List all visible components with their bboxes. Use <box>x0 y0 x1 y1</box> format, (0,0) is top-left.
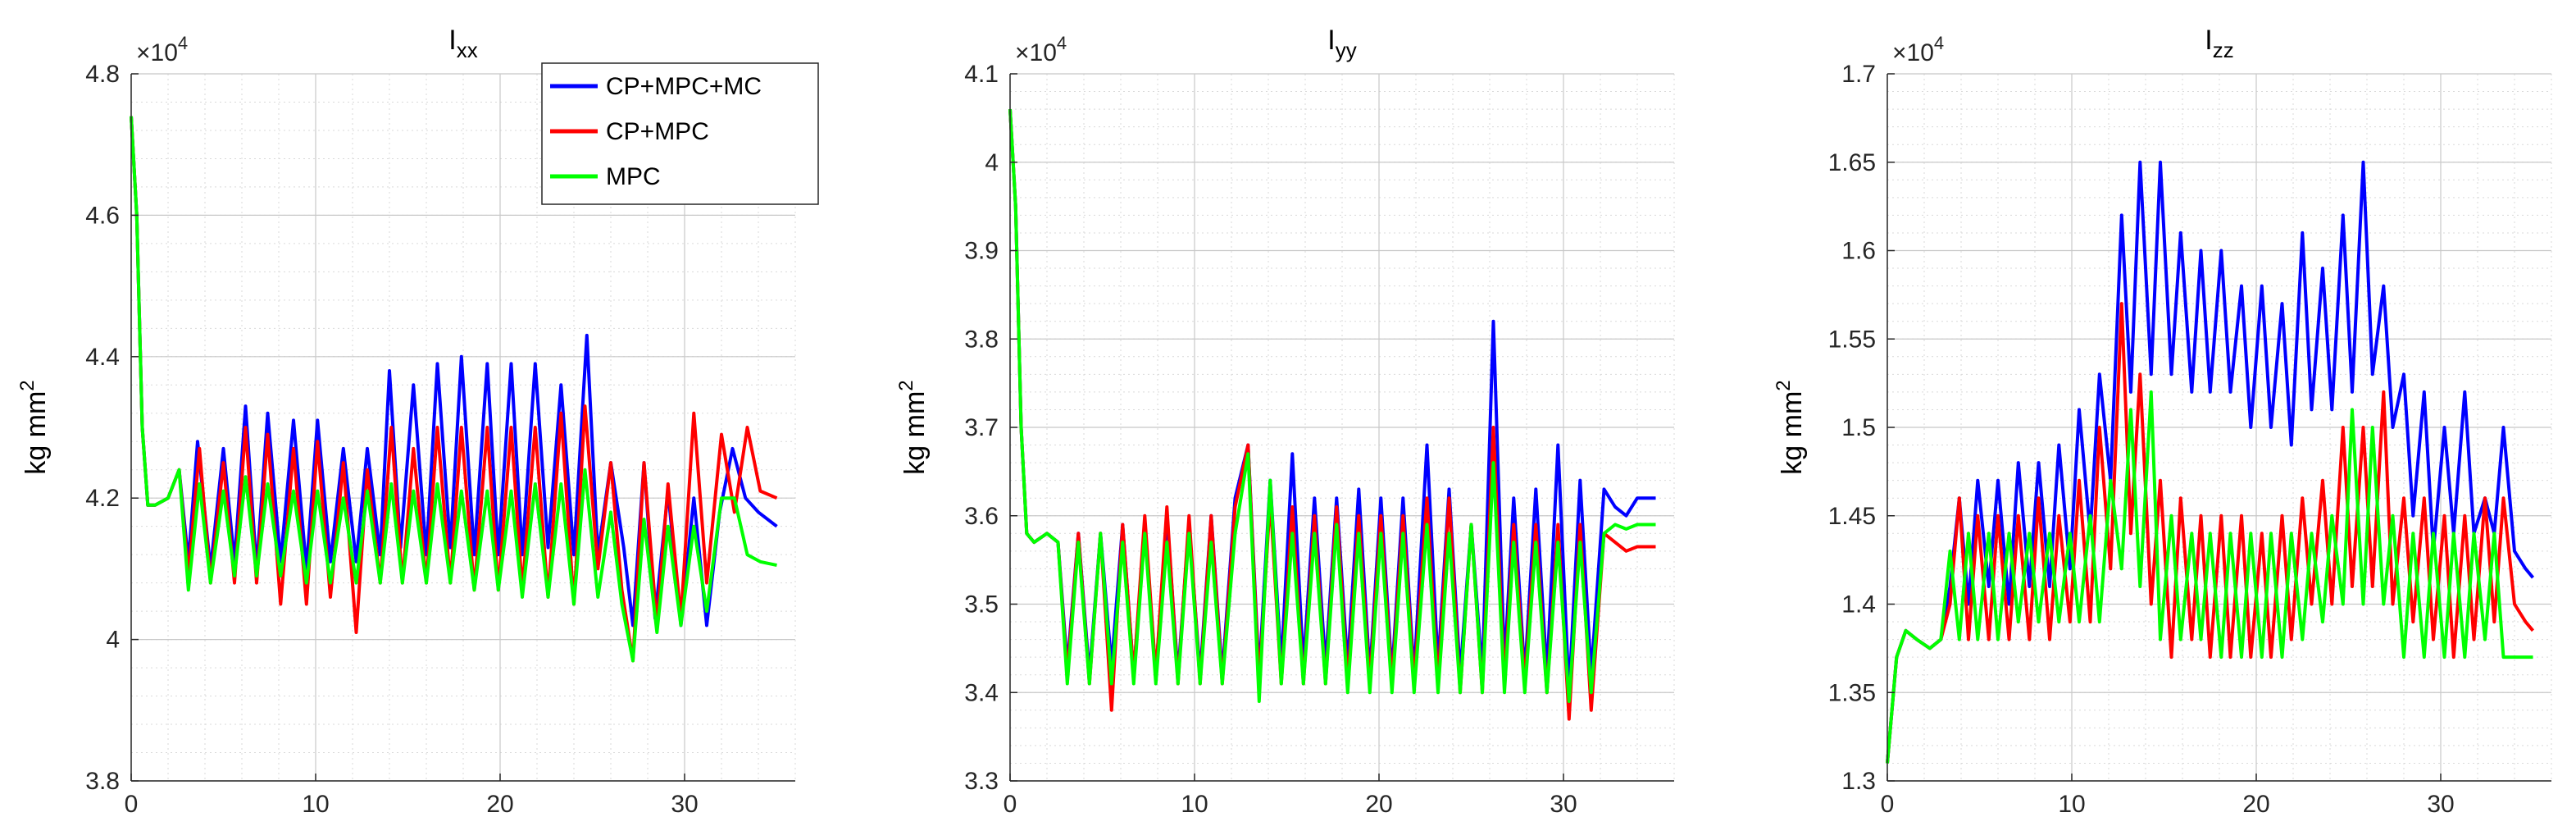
exponent-label: ×104 <box>1015 33 1067 66</box>
y-tick-label: 1.65 <box>1828 149 1876 176</box>
y-tick-label: 3.4 <box>964 679 999 706</box>
chart-panel-iyy: 0 10 20 303.33.43.53.63.73.83.944.1×104 Iyyk… <box>895 25 1675 817</box>
legend-label-cp-mpc: CP+MPC <box>606 118 709 145</box>
exponent-power: 4 <box>178 33 188 53</box>
x-tick-label: 0 <box>125 791 139 817</box>
series-line-mpc <box>1008 108 1656 703</box>
chart-title: Ixx <box>448 25 477 62</box>
x-tick-label: 0 <box>1881 791 1895 817</box>
x-tick-label: 20 <box>2242 791 2269 817</box>
chart-title: Izz <box>2205 25 2233 62</box>
y-tick-label: 3.8 <box>85 768 120 795</box>
y-tick-label: 1.35 <box>1828 679 1876 706</box>
y-tick-label: 3.9 <box>964 238 999 265</box>
x-tick-label: 0 <box>1004 791 1017 817</box>
exponent-base: ×10 <box>1892 39 1934 66</box>
y-tick-label: 1.55 <box>1828 326 1876 353</box>
y-axis-label-main: kg mm <box>899 391 931 475</box>
x-tick-label: 30 <box>671 791 698 817</box>
chart-title-main: I <box>2205 25 2212 56</box>
y-axis-label: kg mm2 <box>895 380 931 474</box>
exponent-base: ×10 <box>136 39 178 66</box>
chart-title-subscript: yy <box>1336 38 1357 62</box>
y-tick-label: 4.4 <box>85 344 120 371</box>
y-tick-label: 4.6 <box>85 202 120 229</box>
y-tick-label: 3.3 <box>964 768 999 795</box>
y-tick-label: 4.1 <box>964 61 999 88</box>
y-tick-label: 1.7 <box>1841 61 1876 88</box>
y-axis-label-superscript: 2 <box>1773 380 1795 390</box>
exponent-label: ×104 <box>136 33 188 66</box>
y-tick-label: 4 <box>106 627 120 654</box>
x-tick-label: 10 <box>302 791 329 817</box>
x-tick-label: 20 <box>486 791 513 817</box>
y-axis-label: kg mm2 <box>16 380 52 474</box>
y-axis-label: kg mm2 <box>1773 380 1808 474</box>
y-tick-label: 3.5 <box>964 591 999 618</box>
exponent-power: 4 <box>1934 33 1944 53</box>
chart-title: Iyy <box>1327 25 1356 62</box>
legend-label-cp-mpc-mc: CP+MPC+MC <box>606 73 762 100</box>
x-tick-label: 30 <box>2427 791 2454 817</box>
x-tick-label: 20 <box>1365 791 1392 817</box>
y-tick-label: 3.7 <box>964 414 999 441</box>
y-tick-label: 1.45 <box>1828 503 1876 530</box>
y-tick-label: 1.3 <box>1841 768 1876 795</box>
y-tick-label: 4 <box>985 149 999 176</box>
y-tick-label: 1.6 <box>1841 238 1876 265</box>
exponent-label: ×104 <box>1892 33 1944 66</box>
y-tick-label: 4.8 <box>85 61 120 88</box>
y-axis-label-main: kg mm <box>20 391 52 475</box>
x-tick-label: 10 <box>1181 791 1208 817</box>
series-line-cp-mpc-mc <box>1886 160 2535 764</box>
chart-title-main: I <box>448 25 456 56</box>
legend-label-mpc: MPC <box>606 163 661 190</box>
chart-title-subscript: zz <box>2213 38 2234 62</box>
x-tick-label: 10 <box>2058 791 2085 817</box>
y-axis-label-superscript: 2 <box>16 380 39 390</box>
series-line-mpc <box>130 116 777 663</box>
series-line-cp-mpc <box>1886 302 2535 764</box>
y-tick-label: 1.5 <box>1841 414 1876 441</box>
y-tick-label: 4.2 <box>85 485 120 512</box>
exponent-power: 4 <box>1057 33 1067 53</box>
chart-title-main: I <box>1327 25 1335 56</box>
x-tick-label: 30 <box>1550 791 1577 817</box>
y-tick-label: 3.6 <box>964 503 999 530</box>
y-axis-label-superscript: 2 <box>895 380 917 390</box>
y-tick-label: 3.8 <box>964 326 999 353</box>
y-axis-label-main: kg mm <box>1777 391 1808 475</box>
chart-panel-izz: 0 10 20 30 1.3 1.35 1.4 1.45 1.5 1.55 1.6 1.65 1.7 ×1… <box>1773 25 2552 817</box>
y-tick-label: 1.4 <box>1841 591 1876 618</box>
series-line-mpc <box>1886 390 2533 764</box>
chart-title-subscript: xx <box>457 38 478 62</box>
exponent-base: ×10 <box>1015 39 1057 66</box>
